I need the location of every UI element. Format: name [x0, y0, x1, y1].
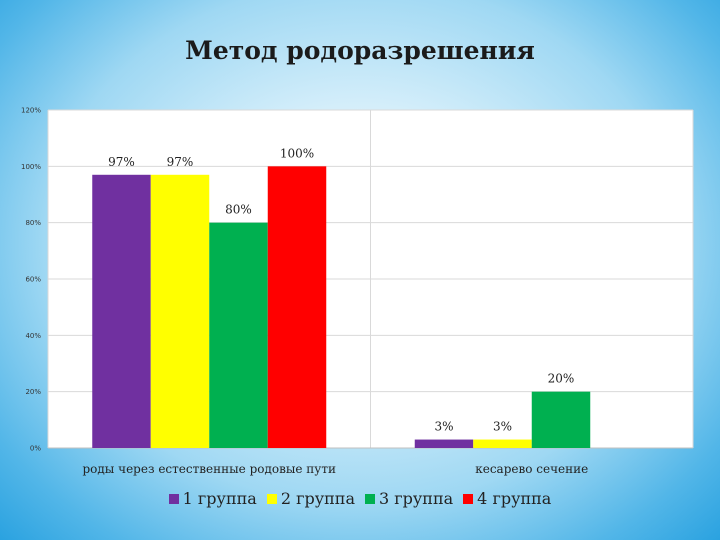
data-label: 3% [493, 420, 512, 434]
legend-label: 3 группа [379, 489, 454, 508]
y-tick-label: 20% [25, 388, 41, 396]
y-tick-label: 100% [21, 163, 41, 171]
legend-swatch [168, 493, 179, 504]
bar [414, 439, 474, 448]
legend-label: 2 группа [280, 489, 355, 508]
legend-label: 4 группа [477, 489, 552, 508]
legend-swatch [266, 493, 277, 504]
legend: 1 группа 2 группа 3 группа 4 группа [0, 489, 720, 508]
bar [473, 439, 532, 448]
data-label: 20% [548, 372, 575, 386]
y-tick-label: 120% [21, 107, 41, 115]
bar [267, 166, 327, 449]
y-tick-label: 80% [25, 219, 41, 227]
category-label: роды через естественные родовые пути [82, 462, 336, 476]
data-label: 97% [167, 155, 194, 169]
bar [150, 174, 210, 449]
data-label: 100% [280, 146, 314, 160]
legend-item: 1 группа [168, 489, 257, 508]
y-tick-label: 0% [30, 445, 41, 453]
legend-swatch [365, 493, 375, 504]
data-label: 80% [225, 203, 252, 217]
legend-item: 2 группа [266, 489, 355, 508]
bar [209, 222, 268, 448]
legend-label: 1 группа [182, 489, 257, 508]
data-label: 97% [108, 155, 135, 169]
category-label: кесарево сечение [475, 462, 588, 476]
bar [531, 391, 591, 448]
chart-title: Метод родоразрешения [185, 36, 535, 65]
y-tick-label: 40% [25, 332, 41, 340]
bar [92, 174, 151, 449]
legend-item: 3 группа [365, 489, 453, 508]
legend-item: 4 группа [463, 489, 551, 508]
data-label: 3% [434, 420, 453, 434]
legend-swatch [463, 493, 474, 504]
y-tick-label: 60% [25, 276, 41, 284]
